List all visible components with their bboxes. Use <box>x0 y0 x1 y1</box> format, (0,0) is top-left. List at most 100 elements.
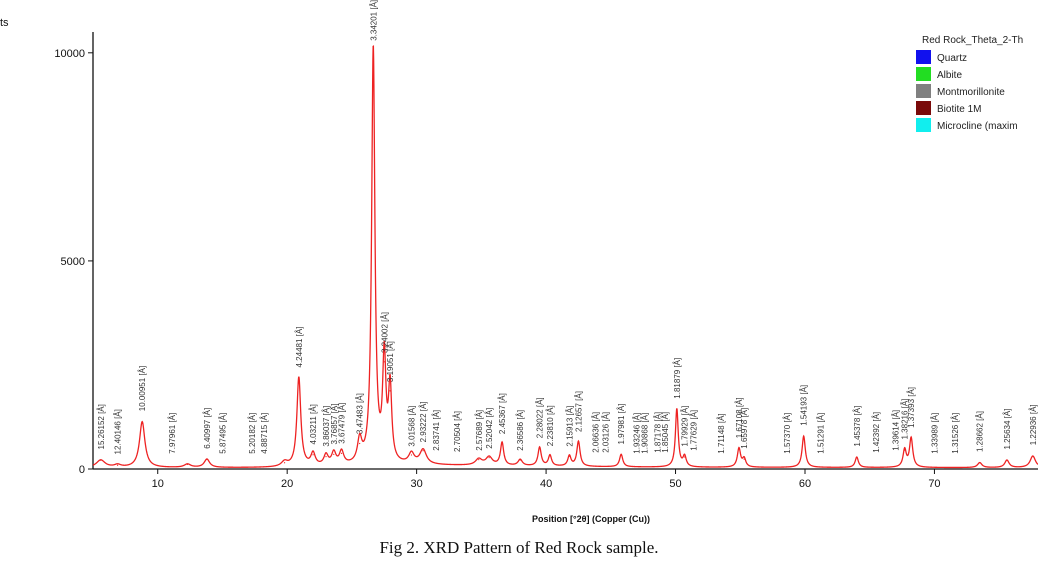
peak-label: 7.97961 [Å] <box>168 413 177 454</box>
legend-swatch <box>916 101 931 115</box>
peak-point <box>549 455 551 457</box>
legend: Red Rock_Theta_2-Th Quartz Albite Montmori… <box>916 35 1023 132</box>
peak-label: 3.19051 [Å] <box>386 341 395 382</box>
peak-label: 3.01568 [Å] <box>408 406 417 447</box>
peak-point <box>539 447 541 449</box>
peak-label: 2.52042 [Å] <box>485 408 494 449</box>
peak-point <box>738 448 740 450</box>
peak-label: 5.20182 [Å] <box>248 413 257 454</box>
peak-label: 2.36586 [Å] <box>516 410 525 451</box>
peak-label: 1.81879 [Å] <box>673 358 682 399</box>
peak-point <box>577 441 580 443</box>
peak-label: 2.70504 [Å] <box>453 411 462 452</box>
peak-point <box>333 453 335 455</box>
peak-label: 1.85045 [Å] <box>661 412 670 453</box>
peak-label: 1.45378 [Å] <box>853 406 862 447</box>
legend-entry-label: Biotite 1M <box>937 104 981 115</box>
peak-point <box>803 435 805 437</box>
xrd-series-line <box>92 45 1038 469</box>
peak-label: 1.57370 [Å] <box>783 413 792 454</box>
peak-point <box>312 454 314 456</box>
peak-label: 12.40146 [Å] <box>114 409 123 454</box>
peak-label: 1.25634 [Å] <box>1003 409 1012 450</box>
peak-point <box>340 452 343 454</box>
legend-entry-label: Montmorillonite <box>937 87 1005 98</box>
peak-point <box>1032 455 1034 457</box>
peak-point <box>359 442 361 445</box>
peak-point <box>422 450 424 452</box>
peak-label: 1.67108 [Å] <box>735 397 744 438</box>
peak-label: 2.28022 [Å] <box>536 397 545 438</box>
peak-point <box>100 459 102 461</box>
peak-point <box>325 455 327 458</box>
peak-point <box>519 459 521 461</box>
peak-point <box>683 456 686 458</box>
x-tick-label: 40 <box>540 478 552 490</box>
peak-label: 1.37393 [Å] <box>907 387 916 428</box>
peak-label: 1.42392 [Å] <box>872 412 881 453</box>
peak-label: 1.87178 [Å] <box>653 412 662 453</box>
peak-label: 1.77629 [Å] <box>690 410 699 451</box>
peak-labels: 15.26152 [Å] 12.40146 [Å] 10.00951 [Å] 7.97… <box>97 0 1038 455</box>
peak-label: 3.34201 [Å] <box>369 0 378 41</box>
x-tick-label: 20 <box>281 478 293 490</box>
peak-point <box>410 454 413 456</box>
x-axis: 10 20 30 40 50 60 70 <box>152 469 941 490</box>
peak-label: 3.86037 [Å] <box>322 406 331 447</box>
peak-point <box>383 361 385 363</box>
peak-point <box>372 49 374 51</box>
peak-label: 2.23810 [Å] <box>546 405 555 446</box>
peak-label: 3.47483 [Å] <box>356 393 365 434</box>
peak-label: 1.33989 [Å] <box>930 413 939 454</box>
figure-caption: Fig 2. XRD Pattern of Red Rock sample. <box>379 538 659 557</box>
legend-swatch <box>916 118 931 132</box>
peak-point <box>1006 459 1008 461</box>
peak-label: 2.57689 [Å] <box>475 410 484 451</box>
y-axis: 0 5000 10000 <box>54 48 93 476</box>
xrd-chart: ts 0 5000 10000 10 20 30 40 50 60 70 15.26152 [Å… <box>0 0 1038 524</box>
peak-label: 1.28662 [Å] <box>976 411 985 452</box>
peak-label: 4.88715 [Å] <box>260 413 269 454</box>
peak-point <box>206 458 208 461</box>
peak-point <box>186 463 189 466</box>
legend-entry-label: Albite <box>937 70 962 81</box>
peak-point <box>676 408 678 410</box>
x-tick-label: 30 <box>411 478 423 490</box>
peak-label: 1.38216 [Å] <box>901 399 910 440</box>
peak-point <box>478 459 480 461</box>
peak-point <box>568 455 570 457</box>
peak-label: 1.93246 [Å] <box>633 413 642 454</box>
peak-label: 1.54193 [Å] <box>800 385 809 426</box>
peak-label: 1.90868 [Å] <box>641 413 650 454</box>
peak-label: 2.93222 [Å] <box>419 401 428 442</box>
peak-label: 2.83741 [Å] <box>432 410 441 451</box>
legend-entry-label: Quartz <box>937 53 967 64</box>
peak-label: 1.22936 [Å] <box>1029 404 1038 445</box>
peak-point <box>141 421 143 423</box>
peak-point <box>389 390 391 392</box>
peak-label: 2.06636 [Å] <box>591 412 600 453</box>
peak-label: 1.71148 [Å] <box>717 413 726 453</box>
peak-point <box>620 453 622 456</box>
x-tick-label: 50 <box>669 478 681 490</box>
peak-label: 2.03126 [Å] <box>602 412 611 453</box>
peak-label: 5.87495 [Å] <box>219 413 228 454</box>
peak-point <box>488 457 490 459</box>
peak-point <box>116 464 119 466</box>
y-tick-label: 0 <box>79 464 85 476</box>
legend-swatch <box>916 67 931 81</box>
peak-label: 2.45367 [Å] <box>498 393 507 434</box>
peak-point <box>904 449 906 451</box>
peak-point <box>856 456 858 458</box>
peak-label: 1.31526 [Å] <box>951 413 960 454</box>
series-layer <box>92 45 1038 469</box>
peak-point <box>298 377 300 379</box>
peak-label: 1.39614 [Å] <box>892 410 901 451</box>
peak-label: 2.15913 [Å] <box>565 406 574 447</box>
peak-point <box>910 437 912 440</box>
y-tick-label: 10000 <box>54 48 85 60</box>
peak-label: 6.40997 [Å] <box>203 408 212 449</box>
peak-point <box>283 462 286 464</box>
legend-entry-label: Microcline (maxim <box>937 121 1018 132</box>
x-tick-label: 70 <box>928 478 940 490</box>
